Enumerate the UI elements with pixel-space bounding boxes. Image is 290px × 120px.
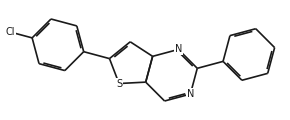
Text: S: S <box>116 78 122 89</box>
Text: Cl: Cl <box>6 27 15 37</box>
Text: N: N <box>175 44 182 54</box>
Text: N: N <box>187 89 194 99</box>
